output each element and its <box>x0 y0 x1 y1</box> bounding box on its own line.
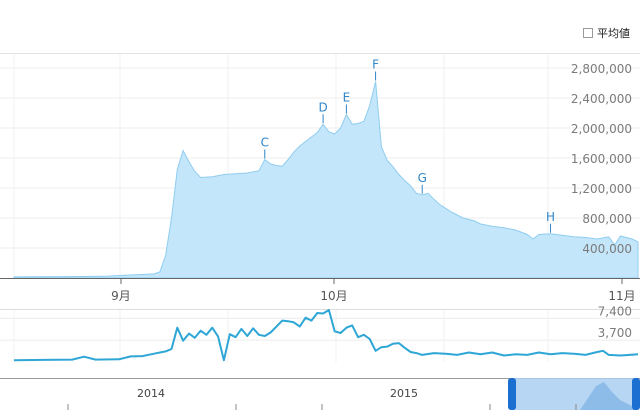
average-label: 平均値 <box>597 27 630 40</box>
main-y-tick-label: 400,000 <box>582 242 632 256</box>
volume-gridlines <box>0 310 640 362</box>
navigator-handle-right[interactable] <box>632 378 640 410</box>
volume-y-tick-label: 7,400 <box>598 304 632 318</box>
main-y-tick-label: 2,800,000 <box>571 62 632 76</box>
x-tick-label-oct: 10月 <box>320 289 347 303</box>
volume-y-tick-labels: 3,700 7,400 <box>598 304 632 340</box>
volume-line-series <box>13 309 639 362</box>
annotation-label[interactable]: E <box>343 91 351 105</box>
main-y-tick-label: 1,200,000 <box>571 182 632 196</box>
navigator-year-2015: 2015 <box>390 387 418 400</box>
average-toggle[interactable]: 平均値 <box>583 26 630 40</box>
main-y-tick-label: 2,000,000 <box>571 122 632 136</box>
main-y-tick-label: 800,000 <box>582 212 632 226</box>
main-x-tick-marks <box>120 278 623 284</box>
navigator-mini-series <box>580 382 636 410</box>
volume-y-tick-label: 3,700 <box>598 326 632 340</box>
navigator-handle-left[interactable] <box>508 378 516 410</box>
navigator-year-2014: 2014 <box>137 387 165 400</box>
main-area-series <box>13 81 639 279</box>
annotation-label[interactable]: D <box>318 100 327 114</box>
main-y-tick-label: 1,600,000 <box>571 152 632 166</box>
main-y-tick-labels: 400,000 800,000 1,200,000 1,600,000 2,000,00… <box>571 62 632 256</box>
average-checkbox[interactable] <box>583 28 593 38</box>
event-annotations: C D E F G H <box>261 58 555 233</box>
x-tick-label-nov: 11月 <box>608 289 635 303</box>
navigator-tick-marks <box>67 404 577 410</box>
annotation-label[interactable]: H <box>546 210 555 224</box>
annotation-label[interactable]: F <box>372 58 379 72</box>
annotation-label[interactable]: G <box>418 171 427 185</box>
main-y-tick-label: 2,400,000 <box>571 92 632 106</box>
annotation-label[interactable]: C <box>261 136 269 150</box>
x-tick-label-sep: 9月 <box>111 289 131 303</box>
